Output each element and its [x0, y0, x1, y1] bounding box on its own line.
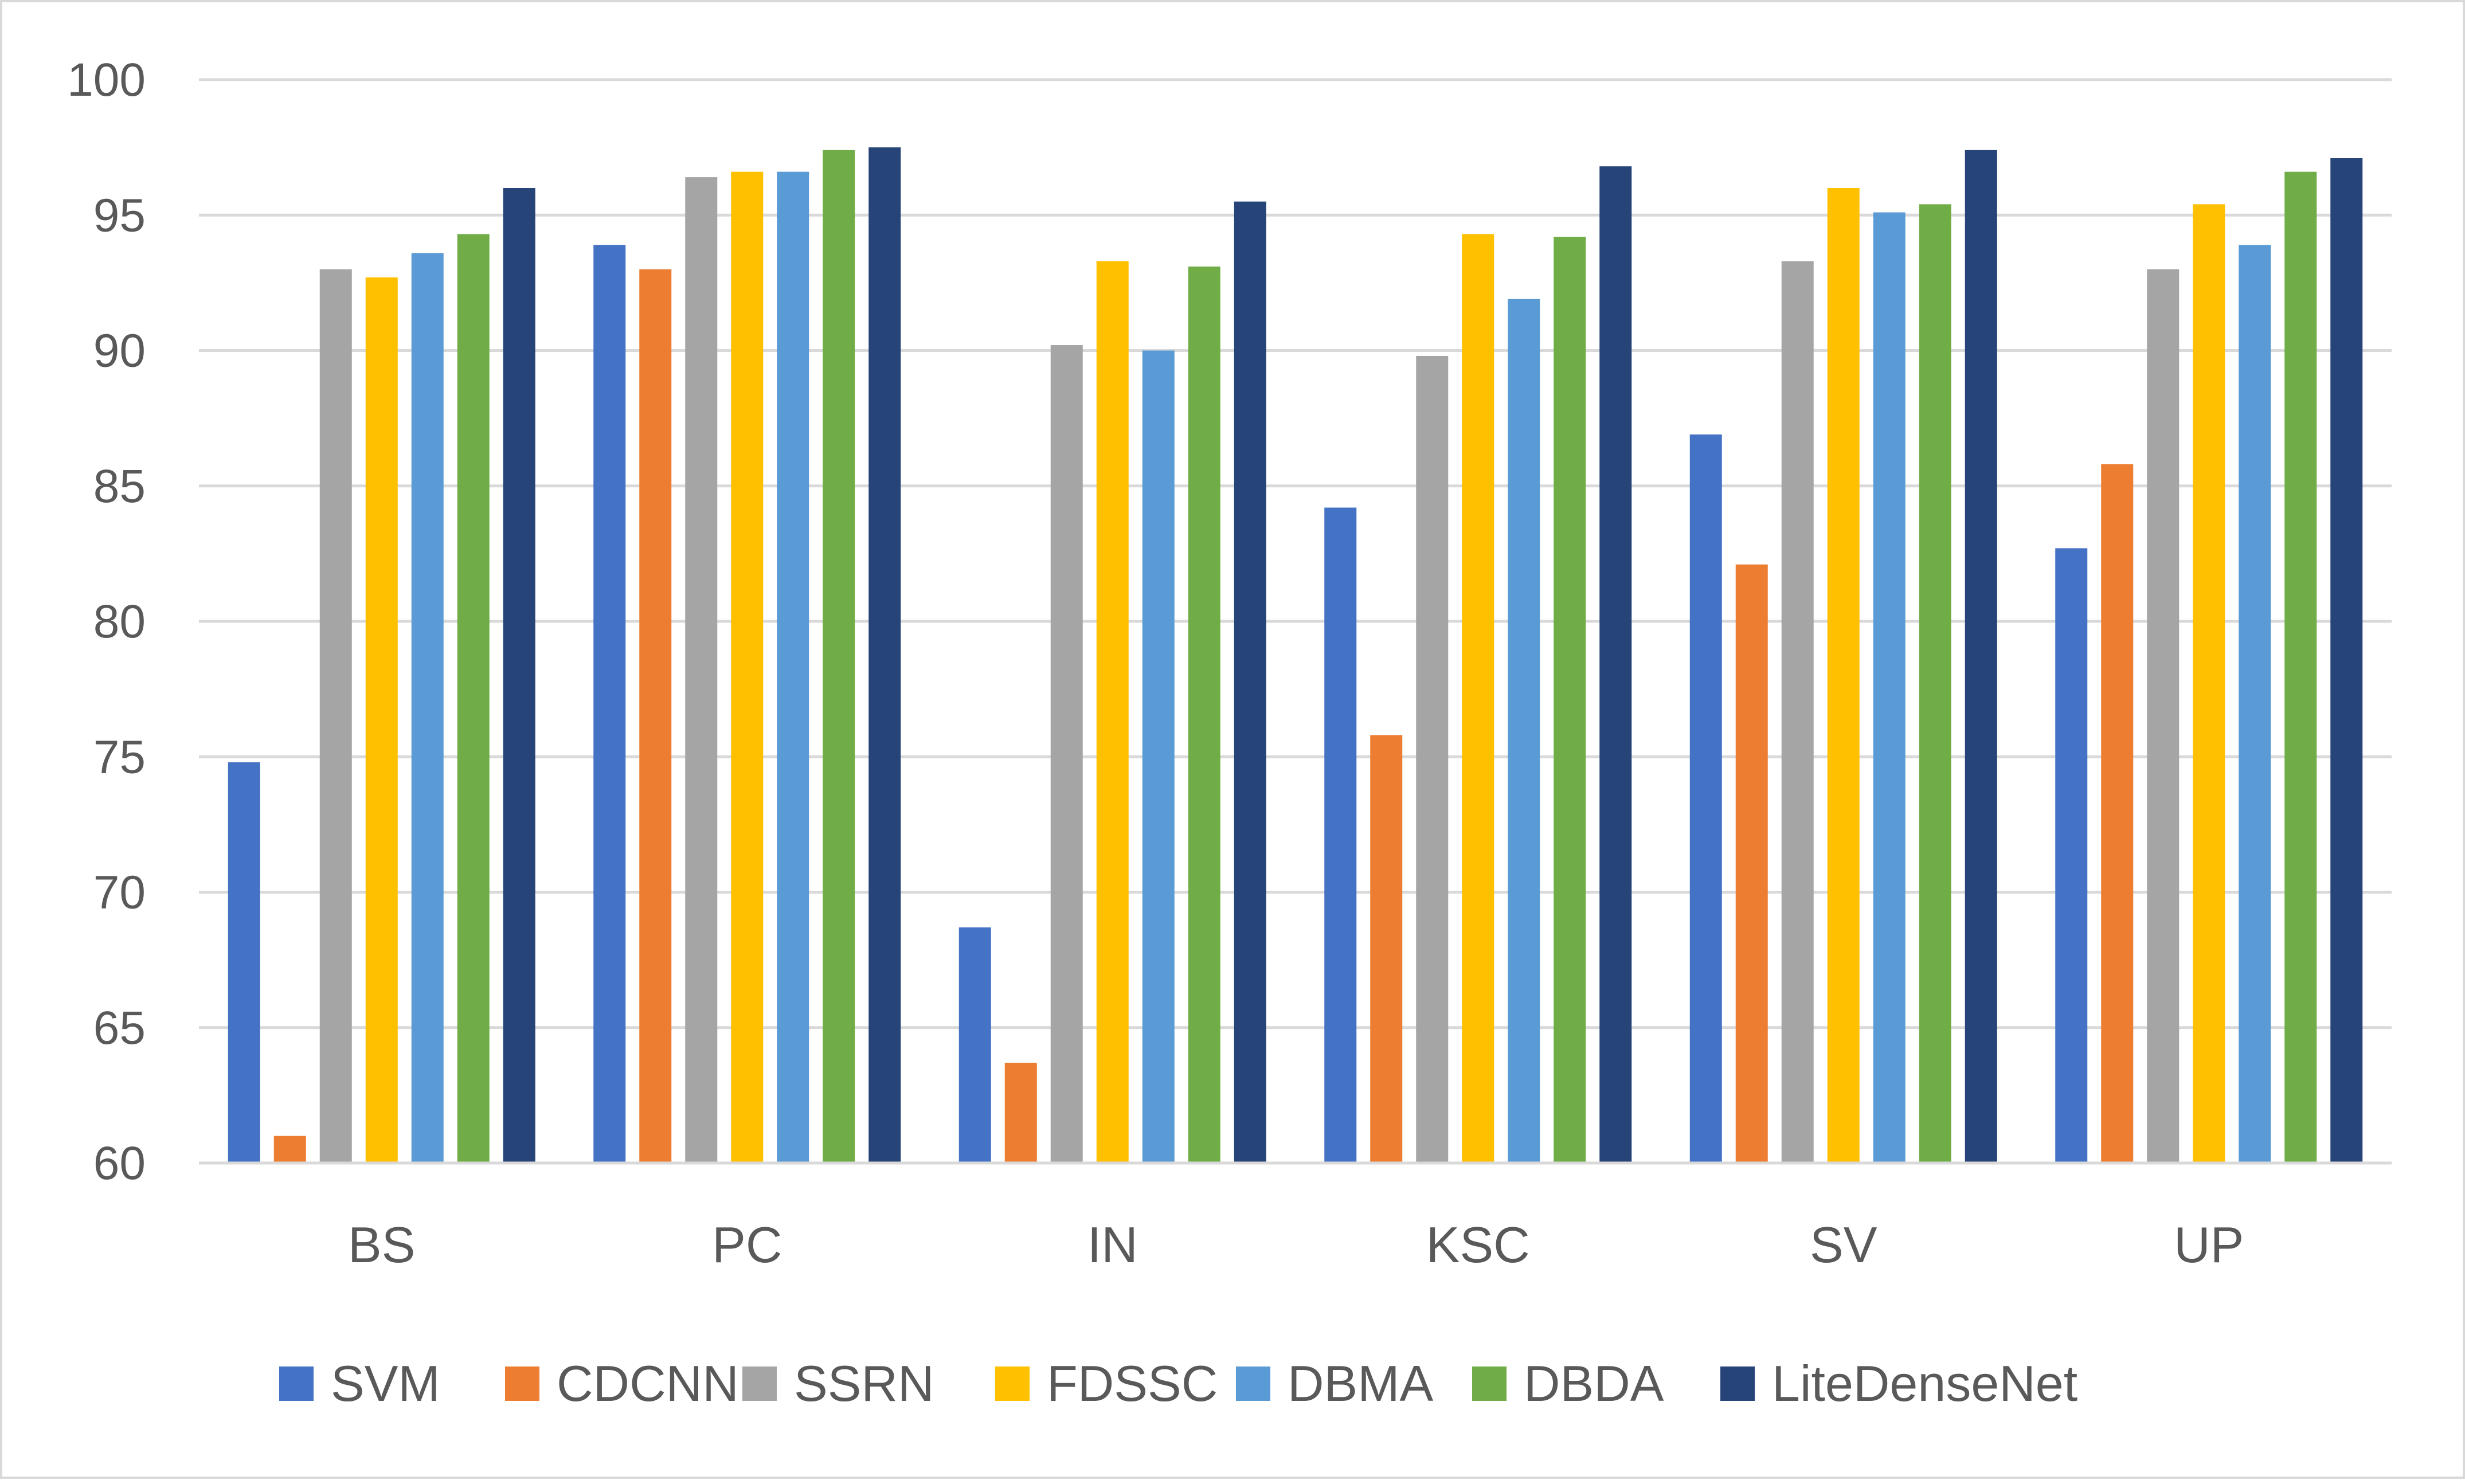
bar-dbda-bs: [457, 234, 490, 1164]
bar-svm-pc: [593, 245, 626, 1164]
bar-dbda-up: [2284, 171, 2317, 1163]
bar-litedensenet-sv: [1965, 150, 1997, 1164]
y-axis-ticks: 60 65 70 75 80 85 90 95 100: [67, 54, 146, 1189]
bar-dbda-ksc: [1554, 237, 1586, 1163]
bar-fdssc-bs: [365, 277, 398, 1163]
bar-svm-bs: [228, 762, 260, 1163]
legend-swatch-svm: [279, 1366, 314, 1401]
legend-label-litedensenet: LiteDenseNet: [1772, 1355, 2077, 1412]
y-tick-label: 65: [93, 1002, 146, 1054]
bar-ssrn-pc: [685, 177, 718, 1164]
x-tick-label: SV: [1810, 1216, 1877, 1273]
bar-fdssc-sv: [1827, 188, 1860, 1163]
y-tick-label: 80: [93, 596, 146, 648]
legend-swatch-fdssc: [995, 1366, 1030, 1401]
bar-dbma-pc: [777, 171, 809, 1163]
y-tick-label: 100: [67, 54, 146, 106]
bar-svm-up: [2055, 548, 2088, 1163]
bar-litedensenet-pc: [868, 147, 901, 1163]
bar-cdcnn-ksc: [1370, 735, 1403, 1163]
legend-swatch-ssrn: [742, 1366, 777, 1401]
legend-swatch-litedensenet: [1720, 1366, 1755, 1401]
bar-litedensenet-in: [1234, 201, 1266, 1163]
bars: [228, 147, 2363, 1164]
x-tick-label: BS: [348, 1216, 415, 1273]
bar-cdcnn-in: [1004, 1063, 1037, 1163]
bar-dbma-sv: [1873, 212, 1906, 1163]
y-tick-label: 90: [93, 325, 146, 377]
bar-dbda-in: [1188, 267, 1220, 1163]
legend-swatch-cdcnn: [505, 1366, 539, 1401]
gridlines: [199, 78, 2392, 1165]
bar-cdcnn-sv: [1735, 564, 1768, 1163]
bar-litedensenet-ksc: [1599, 166, 1632, 1164]
bar-dbda-pc: [823, 150, 855, 1164]
x-tick-label: PC: [712, 1216, 782, 1273]
bar-ssrn-up: [2147, 269, 2180, 1163]
bar-litedensenet-bs: [503, 188, 535, 1163]
bar-dbma-up: [2239, 245, 2271, 1164]
legend-swatch-dbda: [1472, 1366, 1507, 1401]
bar-dbma-in: [1142, 350, 1175, 1163]
x-axis-ticks: BS PC IN KSC SV UP: [199, 1161, 2392, 1273]
bar-fdssc-ksc: [1462, 234, 1494, 1164]
y-tick-label: 75: [93, 731, 146, 783]
bar-ssrn-sv: [1781, 261, 1814, 1164]
legend-swatch-dbma: [1236, 1366, 1270, 1401]
bar-dbma-bs: [411, 253, 444, 1163]
legend-label-cdcnn: CDCNN: [557, 1355, 739, 1412]
bar-ssrn-bs: [319, 269, 352, 1163]
legend: SVM CDCNN SSRN FDSSC DBMA DBDA LiteDenseNet: [279, 1355, 2077, 1412]
y-tick-label: 60: [93, 1137, 146, 1189]
x-tick-label: UP: [2174, 1216, 2244, 1273]
x-tick-label: KSC: [1426, 1216, 1530, 1273]
bar-dbda-sv: [1919, 204, 1951, 1164]
bar-fdssc-pc: [731, 171, 764, 1163]
y-tick-label: 95: [93, 189, 146, 241]
legend-label-dbma: DBMA: [1288, 1355, 1434, 1412]
bar-fdssc-up: [2193, 204, 2225, 1164]
bar-svm-sv: [1689, 434, 1722, 1163]
legend-label-dbda: DBDA: [1524, 1355, 1664, 1412]
bar-ssrn-in: [1050, 345, 1083, 1163]
bar-cdcnn-pc: [639, 269, 672, 1163]
y-tick-label: 85: [93, 460, 146, 512]
bar-fdssc-in: [1096, 261, 1129, 1164]
bar-litedensenet-up: [2330, 158, 2363, 1163]
legend-label-fdssc: FDSSC: [1047, 1355, 1218, 1412]
bar-svm-in: [958, 927, 991, 1163]
bar-svm-ksc: [1324, 507, 1357, 1163]
x-tick-label: IN: [1087, 1216, 1138, 1273]
y-tick-label: 70: [93, 867, 146, 919]
legend-label-ssrn: SSRN: [794, 1355, 934, 1412]
bar-dbma-ksc: [1508, 299, 1540, 1163]
bar-ssrn-ksc: [1416, 355, 1449, 1164]
bar-cdcnn-up: [2101, 464, 2134, 1164]
bar-cdcnn-bs: [273, 1135, 306, 1163]
legend-label-svm: SVM: [331, 1355, 440, 1412]
